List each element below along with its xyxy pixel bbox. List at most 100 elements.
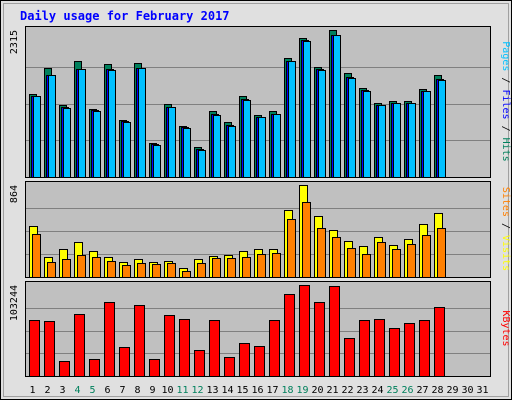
bar-sites-20 <box>317 228 326 278</box>
panel-2: 864 <box>9 181 491 278</box>
bar-pages-14 <box>228 126 236 178</box>
bar-kbytes-23 <box>359 320 370 377</box>
bar-pages-25 <box>393 103 401 178</box>
right-legend-panel-3: KBytes <box>500 310 511 346</box>
bar-sites-7 <box>122 265 131 278</box>
panel-1: 2315 <box>9 26 491 178</box>
y-max-tick-label: 103244 <box>9 285 20 321</box>
legend-pages: Pages <box>500 41 511 71</box>
bar-sites-24 <box>377 242 386 278</box>
legend-sites: Sites <box>500 187 511 217</box>
chart-panels: 2315 864 103244 <box>9 26 491 377</box>
x-tick-12: 12 <box>191 385 203 396</box>
series-kbytes <box>29 285 445 377</box>
x-tick-11: 11 <box>176 385 188 396</box>
bar-kbytes-15 <box>239 343 250 377</box>
bar-pages-7 <box>123 122 131 178</box>
bar-kbytes-19 <box>299 285 310 377</box>
right-legend-panel-1: Pages / Files / Hits <box>500 41 511 161</box>
x-tick-13: 13 <box>206 385 218 396</box>
bar-sites-14 <box>227 258 236 278</box>
bar-sites-13 <box>212 258 221 278</box>
bar-kbytes-4 <box>74 314 85 377</box>
bar-kbytes-6 <box>104 302 115 377</box>
bar-sites-11 <box>182 271 191 278</box>
bar-kbytes-2 <box>44 321 55 377</box>
x-tick-27: 27 <box>416 385 428 396</box>
bar-kbytes-7 <box>119 347 130 377</box>
bar-sites-26 <box>407 244 416 278</box>
bar-kbytes-21 <box>329 286 340 377</box>
bar-pages-3 <box>63 108 71 178</box>
x-tick-23: 23 <box>356 385 368 396</box>
bar-kbytes-25 <box>389 328 400 377</box>
bar-pages-13 <box>213 115 221 178</box>
x-tick-5: 5 <box>89 385 95 396</box>
x-tick-1: 1 <box>29 385 35 396</box>
chart-title: Daily usage for February 2017 <box>20 9 230 23</box>
x-axis-labels: 1 2 3 4 5 6 7 8 9 10 11 12 13 14 15 16 17 18 19 20 21 22 23 24 2… <box>29 385 488 396</box>
bar-kbytes-1 <box>29 320 40 377</box>
bar-pages-2 <box>48 75 56 178</box>
bar-sites-22 <box>347 248 356 278</box>
x-tick-8: 8 <box>134 385 140 396</box>
inner-bevel <box>3 3 509 397</box>
bar-sites-4 <box>77 255 86 278</box>
bar-pages-24 <box>378 105 386 178</box>
right-side-legend: Pages / Files / Hits Sites / Visits KBytes <box>500 41 511 346</box>
legend-hits: Hits <box>500 138 511 162</box>
bar-sites-8 <box>137 263 146 278</box>
bar-kbytes-22 <box>344 338 355 377</box>
bar-pages-9 <box>153 145 161 178</box>
bar-pages-21 <box>333 35 341 178</box>
bar-sites-2 <box>47 262 56 278</box>
x-tick-28: 28 <box>431 385 443 396</box>
x-tick-22: 22 <box>341 385 353 396</box>
bar-kbytes-26 <box>404 323 415 377</box>
bar-pages-15 <box>243 100 251 178</box>
bar-sites-28 <box>437 228 446 278</box>
bar-pages-4 <box>78 69 86 178</box>
bar-kbytes-14 <box>224 357 235 377</box>
bar-kbytes-3 <box>59 361 70 377</box>
legend-files: Files <box>500 89 511 119</box>
x-tick-14: 14 <box>221 385 233 396</box>
x-tick-21: 21 <box>326 385 338 396</box>
bar-kbytes-12 <box>194 350 205 377</box>
bar-pages-19 <box>303 41 311 178</box>
bar-pages-17 <box>273 114 281 178</box>
bar-kbytes-8 <box>134 305 145 377</box>
bar-sites-1 <box>32 234 41 278</box>
right-legend-panel-2: Sites / Visits <box>500 187 511 271</box>
bar-pages-11 <box>183 128 191 178</box>
x-tick-6: 6 <box>104 385 110 396</box>
bar-sites-12 <box>197 263 206 278</box>
bar-kbytes-16 <box>254 346 265 377</box>
x-tick-7: 7 <box>119 385 125 396</box>
bar-sites-3 <box>62 259 71 278</box>
bar-sites-10 <box>167 263 176 278</box>
bar-pages-18 <box>288 61 296 178</box>
bar-sites-16 <box>257 254 266 278</box>
bar-pages-27 <box>423 91 431 178</box>
x-tick-15: 15 <box>236 385 248 396</box>
bar-sites-19 <box>302 202 311 278</box>
bar-pages-20 <box>318 70 326 178</box>
bar-pages-16 <box>258 117 266 178</box>
y-max-tick-label: 2315 <box>9 30 20 54</box>
x-tick-10: 10 <box>161 385 173 396</box>
x-tick-24: 24 <box>371 385 383 396</box>
bar-kbytes-11 <box>179 319 190 377</box>
bar-sites-27 <box>422 235 431 278</box>
bar-sites-6 <box>107 261 116 278</box>
bar-sites-23 <box>362 254 371 278</box>
bar-kbytes-13 <box>209 320 220 377</box>
bar-sites-17 <box>272 253 281 278</box>
bar-kbytes-18 <box>284 294 295 377</box>
x-tick-4: 4 <box>74 385 80 396</box>
bar-kbytes-27 <box>419 320 430 377</box>
bar-pages-8 <box>138 68 146 178</box>
bar-pages-1 <box>33 96 41 178</box>
bar-sites-18 <box>287 219 296 278</box>
